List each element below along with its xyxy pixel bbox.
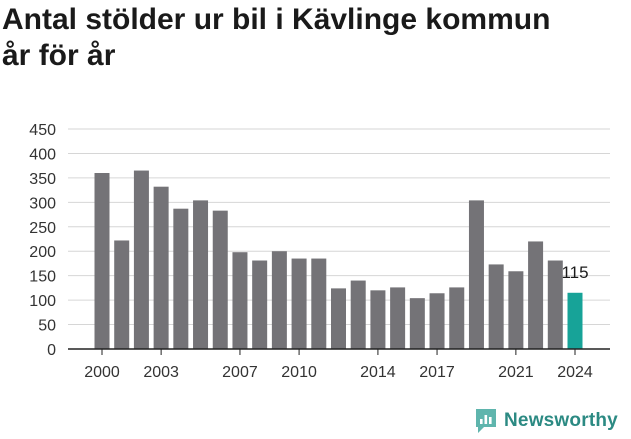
bar-2007 xyxy=(232,252,248,349)
x-tick-label: 2021 xyxy=(498,364,534,381)
bar-2016 xyxy=(409,298,425,349)
bar-2008 xyxy=(252,260,268,349)
bar-2006 xyxy=(212,210,228,349)
y-axis-tick-labels: 0 50 100 150 200 250 300 350 400 450 xyxy=(29,122,56,359)
x-tick-label: 2007 xyxy=(222,364,258,381)
x-tick-label: 2000 xyxy=(84,364,120,381)
y-tick-label: 300 xyxy=(29,195,56,212)
y-tick-label: 0 xyxy=(47,342,56,359)
x-tick-label: 2024 xyxy=(557,364,593,381)
bar-2023 xyxy=(547,260,563,349)
bars xyxy=(94,170,583,349)
bar-2001 xyxy=(114,240,130,349)
newsworthy-brand: Newsworthy xyxy=(474,406,618,436)
bar-2010 xyxy=(291,258,307,349)
bar-2003 xyxy=(153,186,169,349)
bar-chart: 0 50 100 150 200 250 300 350 400 450 2000 2003 2007… xyxy=(29,122,610,381)
x-axis-ticks: 2000 2003 2007 2010 2014 2017 2021 2024 xyxy=(84,349,593,381)
bar-2005 xyxy=(193,200,209,349)
chart-title-line-1: Antal stölder ur bil i Kävlinge kommun xyxy=(2,3,551,36)
x-tick-label: 2017 xyxy=(419,364,455,381)
y-tick-label: 450 xyxy=(29,122,56,139)
bar-2002 xyxy=(133,170,149,349)
y-tick-label: 100 xyxy=(29,293,56,310)
bar-2017 xyxy=(429,293,445,349)
bar-2018 xyxy=(449,287,465,349)
bar-2013 xyxy=(350,280,366,349)
bar-2022 xyxy=(528,241,544,349)
bar-2009 xyxy=(271,251,287,349)
newsworthy-logo-icon xyxy=(476,409,496,433)
x-tick-label: 2010 xyxy=(281,364,317,381)
bar-2021 xyxy=(508,271,524,349)
brand-name: Newsworthy xyxy=(504,410,618,431)
bar-2012 xyxy=(331,288,346,349)
y-tick-label: 250 xyxy=(29,220,56,237)
y-tick-label: 50 xyxy=(38,318,56,335)
y-tick-label: 350 xyxy=(29,171,56,188)
y-tick-label: 150 xyxy=(29,269,56,286)
bar-2000 xyxy=(94,173,110,349)
bar-2024 xyxy=(567,292,583,349)
bar-2020 xyxy=(488,264,504,349)
x-tick-label: 2014 xyxy=(360,364,396,381)
chart-title-line-2: år för år xyxy=(2,39,116,72)
bar-2004 xyxy=(173,208,189,349)
x-tick-label: 2003 xyxy=(143,364,179,381)
chart-title: Antal stölder ur bil i Kävlinge kommun å… xyxy=(2,2,627,74)
y-tick-label: 200 xyxy=(29,244,56,261)
bar-2015 xyxy=(390,287,406,349)
y-tick-label: 400 xyxy=(29,146,56,163)
data-labels: 115 xyxy=(561,263,588,282)
bar-2019 xyxy=(468,200,484,349)
bar-2014 xyxy=(370,290,386,349)
data-label-2024: 115 xyxy=(561,263,588,282)
bar-2011 xyxy=(311,258,327,349)
